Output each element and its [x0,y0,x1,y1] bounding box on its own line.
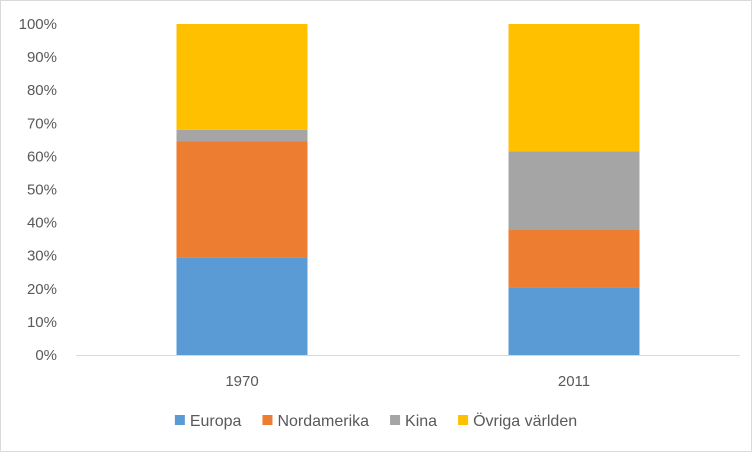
legend-label: Övriga världen [473,412,577,430]
y-tick-label: 90% [27,49,57,66]
bar-segment [508,229,640,288]
bar-segment [176,24,308,130]
legend-swatch [262,415,273,425]
legend-swatch [390,415,401,425]
y-tick-label: 80% [27,82,57,99]
y-tick-label: 20% [27,281,57,298]
bar-segment [508,151,640,230]
y-tick-label: 0% [35,347,57,364]
bar-segment [176,141,308,258]
legend-label: Kina [405,413,437,430]
y-tick-label: 50% [27,182,57,199]
y-axis-ticks: 0% 10% 20% 30% 40% 50% 60% 70% 80% 90% 100% [19,16,57,364]
x-tick-label: 2011 [558,373,590,390]
legend-swatch [174,415,185,425]
legend-label: Nordamerika [277,413,369,430]
y-tick-label: 100% [19,16,57,33]
bars [176,24,640,355]
legend: Europa Nordamerika Kina Övriga världen [174,412,577,430]
y-tick-label: 60% [27,148,57,165]
bar-segment [508,287,640,355]
x-tick-label: 1970 [225,373,258,390]
x-axis-ticks: 1970 2011 [225,373,590,390]
y-tick-label: 10% [27,314,57,331]
y-tick-label: 40% [27,215,57,232]
y-tick-label: 30% [27,248,57,265]
bar-segment [176,129,308,142]
legend-swatch [458,415,469,425]
y-tick-label: 70% [27,115,57,132]
legend-label: Europa [190,413,242,430]
bar-segment [508,24,640,152]
bar-segment [176,257,308,355]
